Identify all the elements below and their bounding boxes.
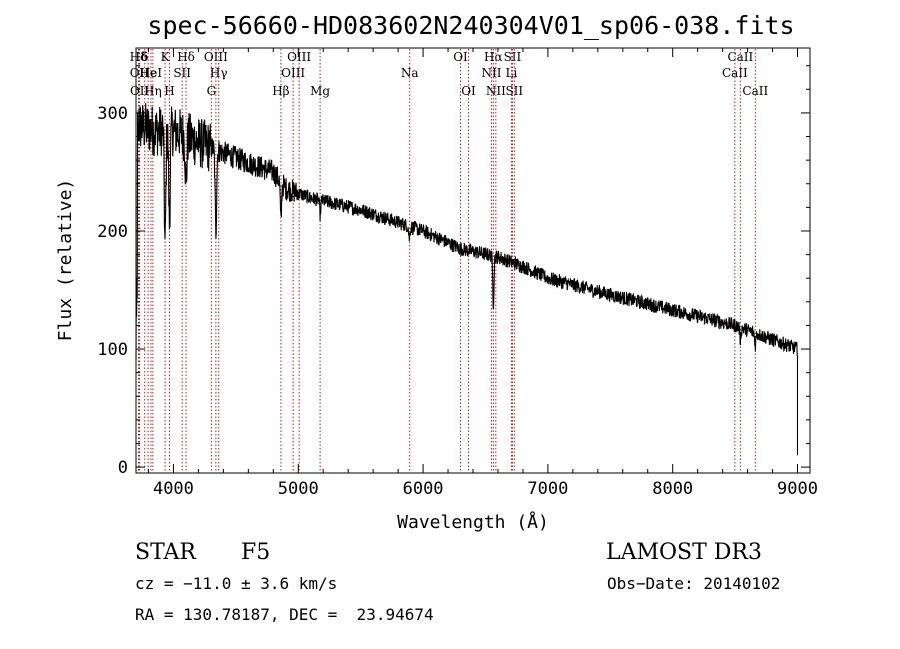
y-axis-ticks: 0 100 200 300 <box>97 65 810 478</box>
line-label: NII <box>481 66 501 80</box>
line-label: Hα <box>484 50 503 64</box>
line-label: OII <box>130 66 150 80</box>
line-label: Hδ <box>177 50 195 64</box>
object-class: STAR <box>135 540 196 565</box>
line-label: OIII <box>204 50 228 64</box>
line-label: HeI <box>140 66 163 80</box>
line-label: δ <box>141 50 148 64</box>
spectrum-line <box>135 103 799 456</box>
line-label: OI <box>453 50 468 64</box>
chart-title: spec-56660-HD083602N240304V01_sp06-038.f… <box>147 11 794 40</box>
line-label: SII <box>504 50 522 64</box>
line-label: Hγ <box>210 66 228 80</box>
plot-frame <box>135 47 811 474</box>
line-label: NII <box>486 84 506 98</box>
line-label: K <box>161 50 171 64</box>
coordinates: RA = 130.78187, DEC = 23.94674 <box>135 605 434 624</box>
line-label: H <box>164 84 174 98</box>
x-tick-label: 7000 <box>527 479 568 499</box>
y-tick-label: 200 <box>97 222 128 242</box>
line-label: Hδ <box>130 50 148 64</box>
line-label: OIII <box>281 66 305 80</box>
line-label: Hβ <box>272 84 289 98</box>
y-tick-label: 0 <box>118 458 128 478</box>
line-label: Li <box>506 66 518 80</box>
line-label: CaII <box>722 66 748 80</box>
line-label: G <box>207 84 217 98</box>
spectral-line-markers: HδOIIOIIδHeHeIHηKHSIIHδGOIIIHγHβOIIIOIII… <box>130 49 768 472</box>
line-label: SII <box>505 84 523 98</box>
survey-name: LAMOST DR3 <box>606 540 762 565</box>
line-label: OI <box>461 84 476 98</box>
x-tick-label: 4000 <box>153 479 194 499</box>
line-label: CaII <box>727 50 753 64</box>
x-tick-label: 6000 <box>403 479 444 499</box>
x-axis-ticks: 4000 5000 6000 7000 8000 9000 <box>147 48 818 499</box>
x-tick-label: 5000 <box>278 479 319 499</box>
line-label: Na <box>401 66 419 80</box>
line-label: Mg <box>310 84 330 98</box>
x-tick-label: 8000 <box>652 479 693 499</box>
line-label: Hη <box>144 84 162 98</box>
line-label: OIII <box>287 50 311 64</box>
spectrum-series <box>135 103 799 456</box>
y-tick-label: 100 <box>97 340 128 360</box>
y-axis-label: Flux (relative) <box>55 179 76 342</box>
line-label: SII <box>173 66 191 80</box>
redshift-info: cz = −11.0 ± 3.6 km/s <box>135 574 338 593</box>
spectral-subclass: F5 <box>241 540 271 565</box>
observation-date: Obs−Date: 20140102 <box>607 574 781 593</box>
y-tick-label: 300 <box>97 104 128 124</box>
x-axis-label: Wavelength (Å) <box>397 511 549 533</box>
line-label: CaII <box>742 84 768 98</box>
line-label: He <box>139 66 157 80</box>
x-tick-label: 9000 <box>777 479 818 499</box>
